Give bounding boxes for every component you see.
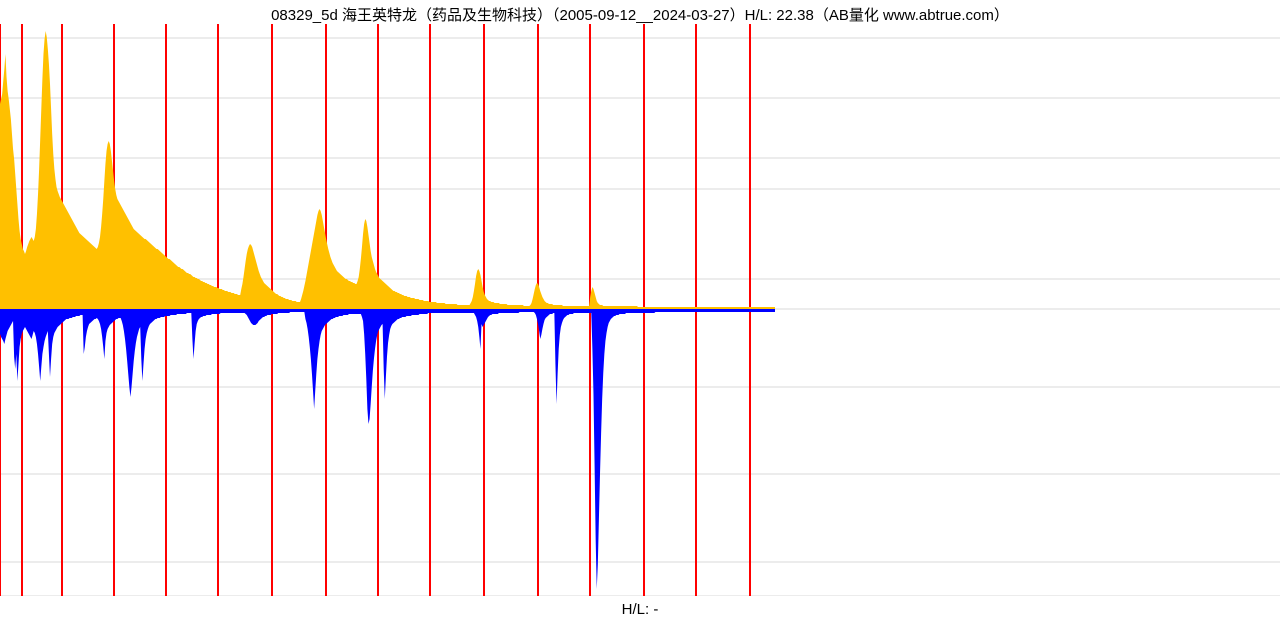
chart-svg bbox=[0, 24, 1280, 596]
chart-area bbox=[0, 24, 1280, 596]
chart-title: 08329_5d 海王英特龙（药品及生物科技）（2005-09-12__2024… bbox=[0, 4, 1280, 25]
chart-footer: H/L: - bbox=[0, 601, 1280, 618]
